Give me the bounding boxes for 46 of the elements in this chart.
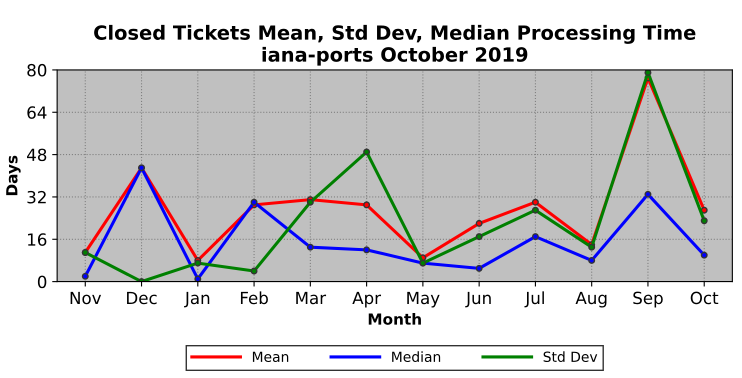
point xyxy=(82,272,89,280)
y-tick-label: 32 xyxy=(27,190,46,204)
point xyxy=(306,244,314,251)
x-tick-label: Apr xyxy=(352,292,382,308)
y-tick-label: 0 xyxy=(38,276,46,288)
legend-label: Std Dev xyxy=(544,351,598,362)
legend-label: Median xyxy=(392,351,440,362)
x-tick-label: May xyxy=(407,292,440,308)
point xyxy=(644,70,652,76)
x-tick-label: Jan xyxy=(184,292,210,308)
point xyxy=(363,201,370,208)
x-tick-label: Aug xyxy=(576,292,606,308)
point xyxy=(532,206,539,214)
point xyxy=(476,233,483,240)
chart-title: Closed Tickets Mean, Std Dev, Median Processing Time iana-ports October 2019 xyxy=(94,24,696,66)
point xyxy=(588,256,596,264)
x-tick-label: Jul xyxy=(524,291,544,308)
y-tick-label: 64 xyxy=(27,106,46,119)
y-tick-label: 16 xyxy=(28,233,46,246)
x-tick-label: Dec xyxy=(127,292,157,304)
point xyxy=(588,244,596,251)
point xyxy=(194,260,202,267)
x-tick-label: Sep xyxy=(633,292,663,308)
point xyxy=(700,217,708,224)
point xyxy=(250,198,258,206)
point xyxy=(194,275,202,282)
point xyxy=(306,198,314,206)
point xyxy=(476,264,483,272)
x-tick-label: Feb xyxy=(240,291,268,304)
point xyxy=(363,148,370,156)
x-tick-label: Jun xyxy=(465,292,491,308)
point xyxy=(250,268,258,274)
point xyxy=(644,190,652,198)
legend-label: Mean xyxy=(252,352,288,362)
x-tick-label: Nov xyxy=(70,292,102,304)
point xyxy=(476,220,483,227)
point xyxy=(700,252,708,259)
x-tick-label: Oct xyxy=(690,292,718,304)
x-tick-label: Mar xyxy=(296,292,326,304)
x-axis-title: Month xyxy=(368,313,421,325)
point xyxy=(363,246,370,254)
y-tick-label: 48 xyxy=(27,148,46,162)
y-tick-label: 80 xyxy=(27,64,46,76)
y-axis-title: Days xyxy=(6,156,21,196)
point xyxy=(532,198,539,206)
point xyxy=(532,233,539,240)
